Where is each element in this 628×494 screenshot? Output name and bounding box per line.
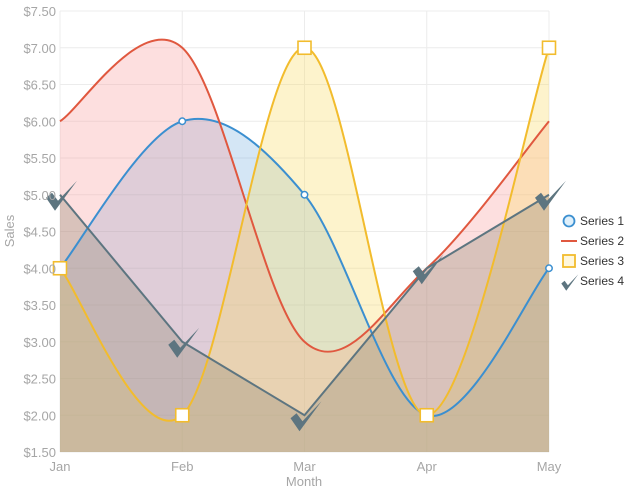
series-4-point[interactable] [412,254,444,285]
x-axis-title: Month [286,474,322,489]
series-3-point[interactable] [419,407,435,423]
legend-marker-check [561,274,579,291]
legend-item-series-4[interactable]: Series 4 [561,274,624,291]
series-4-point[interactable] [535,180,566,211]
series-1-point[interactable] [178,117,187,126]
series-4-point[interactable] [46,180,77,211]
series-3-point[interactable] [174,407,190,423]
y-tick-label: $6.50 [23,78,56,93]
y-tick-label: $2.50 [23,372,56,387]
y-tick-label: $3.00 [23,335,56,350]
x-tick-label: Jan [50,459,71,474]
legend-label: Series 4 [580,274,624,288]
y-tick-label: $4.00 [23,261,56,276]
x-tick-label: Apr [417,459,438,474]
grid-lines [59,10,550,453]
legend-item-series-1[interactable]: Series 1 [562,214,625,228]
series-3-line [59,46,550,422]
legend: Series 1 Series 2 Series 3 Series 4 [561,214,624,291]
series-4-point[interactable] [168,327,200,358]
series-4-area [60,194,549,452]
legend-label: Series 3 [580,254,624,268]
y-tick-label: $2.00 [23,408,56,423]
x-axis-ticks: Jan Feb Mar Apr May [50,459,562,474]
x-tick-label: May [537,459,562,474]
series-3-point[interactable] [52,260,68,276]
legend-item-series-2[interactable]: Series 2 [561,234,624,248]
x-tick-label: Mar [293,459,316,474]
y-tick-label: $6.00 [23,114,56,129]
y-axis-ticks: $1.50 $2.00 $2.50 $3.00 $3.50 $4.00 $4.50 $5.00… [23,4,56,460]
series-3-point[interactable] [541,40,557,56]
series-4-point[interactable] [290,401,322,432]
series-markers [46,40,566,432]
legend-label: Series 2 [580,234,624,248]
series-lines [59,38,550,422]
y-tick-label: $5.50 [23,151,56,166]
series-1-point[interactable] [300,190,309,199]
y-axis-title: Sales [2,214,17,247]
series-areas [60,39,549,453]
legend-marker-square [562,254,576,268]
legend-label: Series 1 [580,214,624,228]
series-2-line [59,38,550,353]
y-tick-label: $1.50 [23,445,56,460]
series-1-point[interactable] [545,264,553,273]
legend-item-series-3[interactable]: Series 3 [562,254,624,268]
x-tick-label: Feb [171,459,193,474]
y-tick-label: $3.50 [23,298,56,313]
y-tick-label: $5.00 [23,188,56,203]
series-1-line [59,117,550,417]
series-4-line [59,193,550,417]
series-3-area [60,47,549,452]
series-1-area [60,118,549,453]
y-tick-label: $7.00 [23,41,56,56]
y-tick-label: $7.50 [23,4,56,19]
series-3-point[interactable] [297,40,312,56]
y-tick-label: $4.50 [23,225,56,240]
legend-marker-circle [562,214,576,228]
